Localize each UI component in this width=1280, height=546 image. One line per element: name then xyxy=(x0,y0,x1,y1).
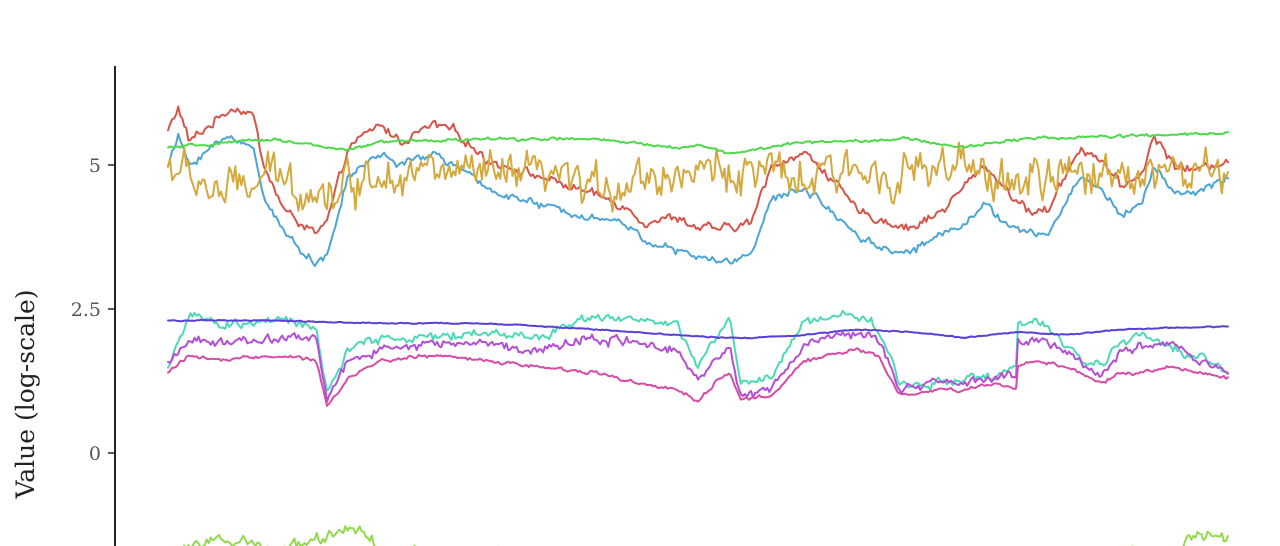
series-line-7 xyxy=(167,331,1229,403)
series-line-8 xyxy=(167,347,1229,407)
series-line-2 xyxy=(167,133,1229,267)
y-tick-label: 0 xyxy=(89,443,101,465)
y-tick-label: 5 xyxy=(89,155,101,177)
y-axis-title: Value (log-scale) xyxy=(11,289,40,499)
y-axis-ticks: 02.55 xyxy=(71,155,115,465)
series-line-3 xyxy=(167,141,1229,213)
series-line-4 xyxy=(167,131,1229,155)
series-line-6 xyxy=(167,318,1229,340)
series-line-9 xyxy=(183,525,1229,546)
series-lines xyxy=(167,105,1229,546)
y-tick-label: 2.5 xyxy=(71,299,101,321)
